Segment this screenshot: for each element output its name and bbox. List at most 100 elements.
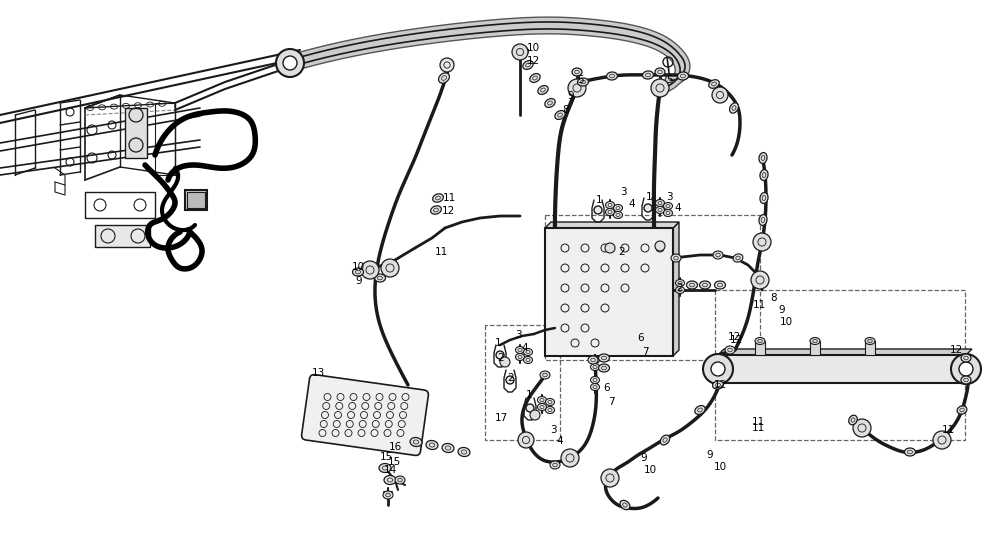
- Text: 12: 12: [714, 380, 727, 390]
- Ellipse shape: [386, 493, 390, 497]
- Bar: [865, 341, 875, 355]
- Ellipse shape: [384, 476, 396, 484]
- Circle shape: [756, 276, 764, 284]
- Ellipse shape: [964, 378, 968, 382]
- Ellipse shape: [590, 384, 600, 391]
- Circle shape: [938, 436, 946, 444]
- Ellipse shape: [443, 60, 453, 70]
- Ellipse shape: [620, 500, 630, 510]
- Ellipse shape: [558, 113, 562, 117]
- Polygon shape: [673, 222, 679, 356]
- Ellipse shape: [713, 381, 723, 389]
- Ellipse shape: [608, 210, 612, 214]
- Circle shape: [573, 84, 581, 92]
- Ellipse shape: [379, 464, 391, 472]
- Circle shape: [601, 469, 619, 487]
- Ellipse shape: [608, 203, 612, 207]
- Ellipse shape: [538, 397, 546, 403]
- Circle shape: [605, 243, 615, 253]
- Circle shape: [568, 79, 586, 97]
- Circle shape: [751, 271, 769, 289]
- Polygon shape: [545, 222, 679, 228]
- Ellipse shape: [526, 63, 530, 67]
- Ellipse shape: [904, 448, 916, 456]
- Circle shape: [444, 62, 450, 68]
- Ellipse shape: [546, 407, 554, 414]
- Ellipse shape: [664, 209, 672, 216]
- Text: 11: 11: [752, 423, 765, 433]
- Circle shape: [518, 432, 534, 448]
- Circle shape: [716, 92, 724, 99]
- Text: 10: 10: [527, 43, 540, 53]
- Text: 6: 6: [603, 383, 610, 393]
- Bar: [718, 355, 966, 383]
- Ellipse shape: [656, 199, 664, 207]
- Circle shape: [758, 238, 766, 246]
- Text: 9: 9: [640, 453, 647, 463]
- Ellipse shape: [540, 398, 544, 402]
- Text: 12: 12: [527, 56, 540, 66]
- Ellipse shape: [590, 363, 600, 370]
- Text: 11: 11: [942, 425, 955, 435]
- Text: 1: 1: [526, 390, 533, 400]
- Ellipse shape: [671, 254, 681, 262]
- Text: 11: 11: [753, 300, 766, 310]
- Ellipse shape: [413, 440, 419, 444]
- Circle shape: [711, 362, 725, 376]
- Text: 7: 7: [608, 397, 615, 407]
- Ellipse shape: [732, 106, 736, 110]
- Ellipse shape: [676, 279, 684, 287]
- Circle shape: [959, 362, 973, 376]
- Ellipse shape: [703, 283, 707, 287]
- Bar: [95, 225, 150, 247]
- Text: 2: 2: [676, 283, 683, 293]
- Text: 1: 1: [495, 338, 502, 348]
- Circle shape: [440, 58, 454, 72]
- Text: 10: 10: [644, 465, 657, 475]
- Circle shape: [516, 48, 524, 55]
- Ellipse shape: [623, 503, 627, 507]
- Text: 2: 2: [507, 373, 514, 383]
- Ellipse shape: [957, 406, 967, 414]
- Ellipse shape: [518, 48, 528, 56]
- FancyBboxPatch shape: [302, 375, 428, 455]
- Ellipse shape: [546, 398, 554, 406]
- Ellipse shape: [602, 366, 606, 370]
- Circle shape: [858, 424, 866, 432]
- Circle shape: [951, 354, 981, 384]
- Text: 11: 11: [752, 417, 765, 427]
- Text: 10: 10: [780, 317, 793, 327]
- Ellipse shape: [813, 339, 817, 342]
- Text: 1: 1: [596, 195, 603, 205]
- Text: 9: 9: [567, 91, 574, 101]
- Text: 8: 8: [770, 293, 777, 303]
- Ellipse shape: [526, 358, 530, 362]
- Ellipse shape: [518, 356, 522, 358]
- Ellipse shape: [868, 339, 872, 342]
- Ellipse shape: [709, 79, 719, 88]
- Ellipse shape: [523, 61, 533, 70]
- Ellipse shape: [733, 254, 743, 262]
- Ellipse shape: [762, 196, 766, 201]
- Ellipse shape: [759, 214, 767, 225]
- Ellipse shape: [736, 256, 740, 260]
- Ellipse shape: [810, 338, 820, 345]
- Ellipse shape: [646, 73, 650, 77]
- Ellipse shape: [698, 408, 702, 412]
- Circle shape: [283, 56, 297, 70]
- Ellipse shape: [434, 208, 438, 212]
- Ellipse shape: [716, 383, 720, 387]
- Text: 3: 3: [666, 192, 673, 202]
- Ellipse shape: [540, 371, 550, 379]
- Ellipse shape: [518, 349, 522, 352]
- Ellipse shape: [656, 207, 664, 214]
- Ellipse shape: [660, 435, 670, 445]
- Circle shape: [496, 351, 504, 359]
- Text: 14: 14: [384, 465, 397, 475]
- Ellipse shape: [572, 68, 582, 76]
- Text: 5: 5: [666, 75, 673, 85]
- Bar: [545, 228, 673, 356]
- Ellipse shape: [964, 356, 968, 360]
- Circle shape: [594, 206, 602, 214]
- Bar: [187, 192, 205, 208]
